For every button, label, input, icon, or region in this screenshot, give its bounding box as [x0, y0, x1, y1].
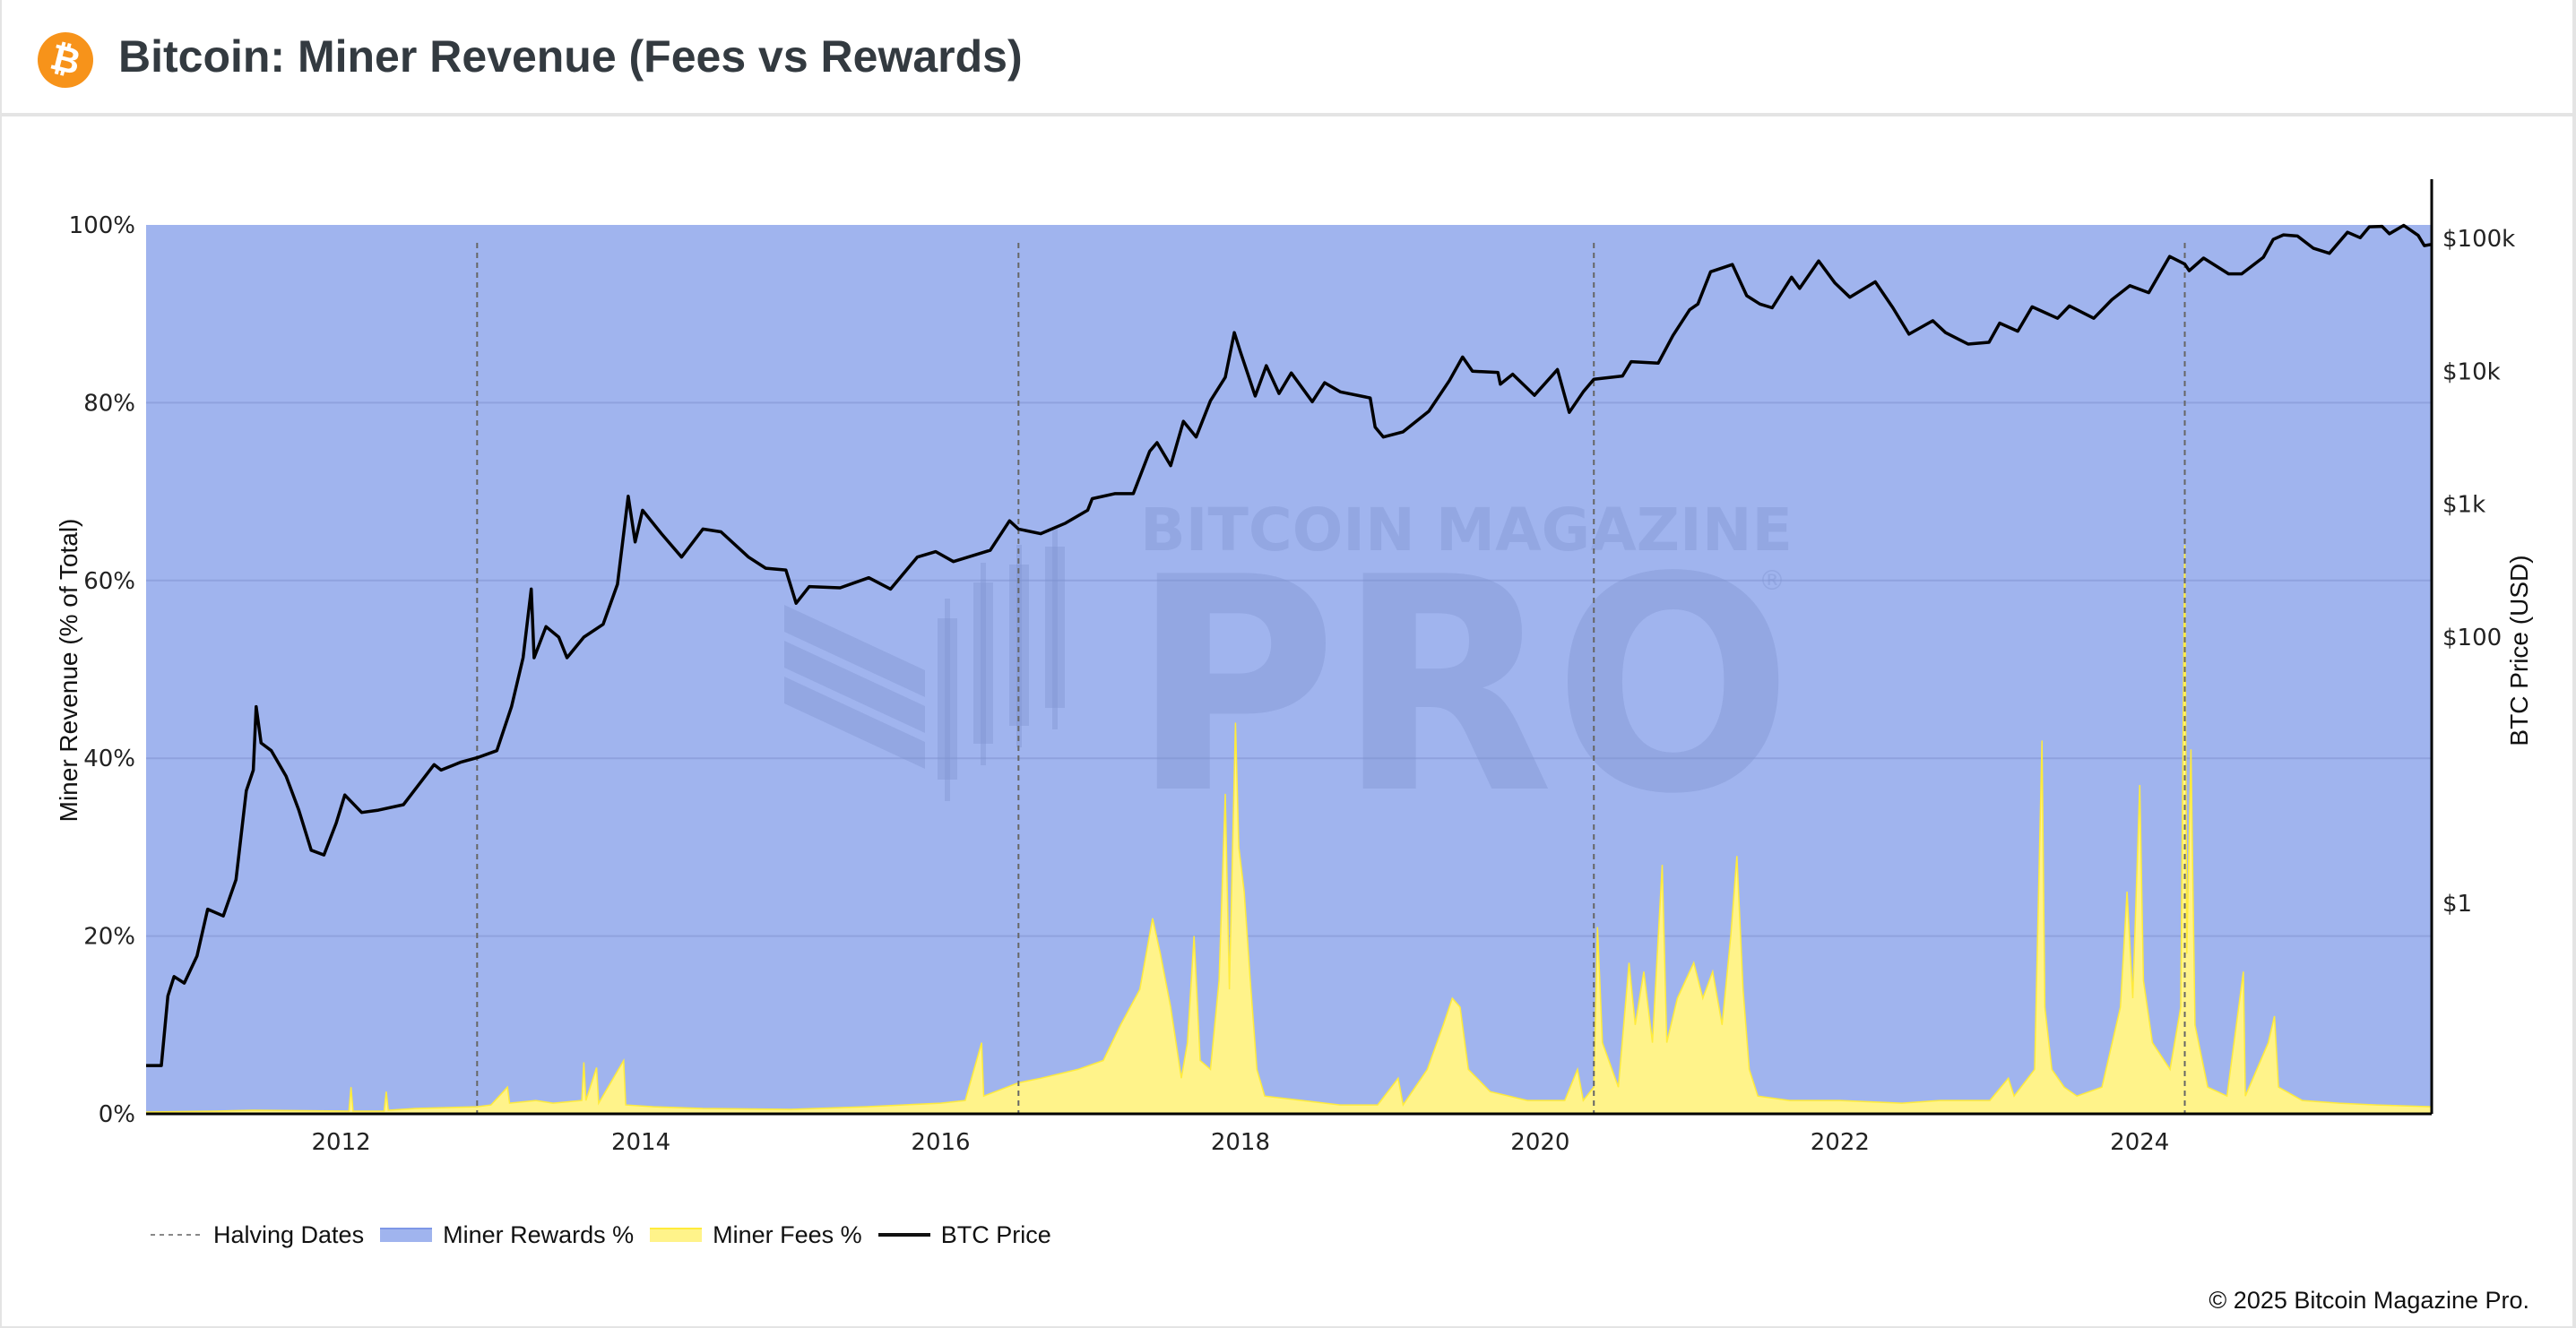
legend-label: Miner Rewards % [443, 1220, 635, 1248]
legend-item-halving-dates[interactable]: Halving Dates [151, 1221, 364, 1249]
y2-tick-label: $100 [2442, 625, 2502, 651]
y2-tick-label: $100k [2442, 226, 2515, 253]
y-tick-label: 40% [83, 746, 135, 772]
legend-swatch-fees [650, 1228, 703, 1242]
legend-item-miner-fees[interactable]: Miner Fees % [650, 1221, 862, 1249]
y2-axis-title: BTC Price (USD) [2505, 555, 2533, 746]
watermark-line2: PRO [1131, 514, 1793, 858]
legend-swatch-rewards [380, 1228, 433, 1242]
watermark-line1: BITCOIN MAGAZINE [1140, 496, 1793, 565]
plot-area [145, 225, 2433, 1114]
y-tick-label: 0% [99, 1101, 135, 1128]
x-tick-label: 2012 [312, 1129, 371, 1156]
legend-label: Miner Fees % [713, 1220, 862, 1248]
y2-tick-label: $1k [2442, 492, 2485, 519]
x-tick-label: 2022 [1811, 1129, 1870, 1156]
legend-label: Halving Dates [213, 1220, 365, 1248]
axes: 0% 20% 40% 60% 80% 100% $1 $100 $1k $10k $100k 2012… [69, 179, 2515, 1156]
legend-swatch-price [877, 1233, 930, 1237]
x-tick-label: 2020 [1510, 1129, 1569, 1156]
btc-price-line [146, 223, 2433, 1067]
x-tick-label: 2018 [1211, 1129, 1270, 1156]
legend-item-btc-price[interactable]: BTC Price [877, 1220, 1051, 1249]
legend-label: BTC Price [940, 1220, 1051, 1248]
watermark: BITCOIN MAGAZINE PRO ® [784, 496, 1793, 858]
x-tick-label: 2014 [611, 1129, 670, 1156]
miner-rewards-area [146, 225, 2432, 1112]
y-axis-title: Miner Revenue (% of Total) [55, 519, 82, 823]
x-tick-label: 2016 [911, 1129, 970, 1156]
plot-overlay [146, 223, 2433, 1114]
page-title: Bitcoin: Miner Revenue (Fees vs Rewards) [118, 31, 1023, 82]
copyright: © 2025 Bitcoin Magazine Pro. [2209, 1287, 2529, 1314]
miner-fees-line [145, 545, 2433, 1113]
header: ₿ Bitcoin: Miner Revenue (Fees vs Reward… [2, 0, 2572, 116]
y-tick-label: 80% [83, 390, 135, 417]
y-tick-label: 20% [83, 924, 135, 951]
watermark-registered-mark: ® [1759, 565, 1785, 597]
legend: Halving Dates Miner Rewards % Miner Fees… [151, 1217, 1068, 1253]
y2-tick-label: $10k [2442, 358, 2501, 385]
watermark-logo-icon [784, 527, 1065, 801]
y2-tick-label: $1 [2442, 891, 2472, 918]
x-tick-label: 2024 [2110, 1129, 2169, 1156]
legend-swatch-halving [151, 1234, 203, 1236]
y-tick-label: 100% [69, 212, 135, 239]
legend-item-miner-rewards[interactable]: Miner Rewards % [380, 1221, 634, 1249]
y-tick-label: 60% [83, 568, 135, 595]
